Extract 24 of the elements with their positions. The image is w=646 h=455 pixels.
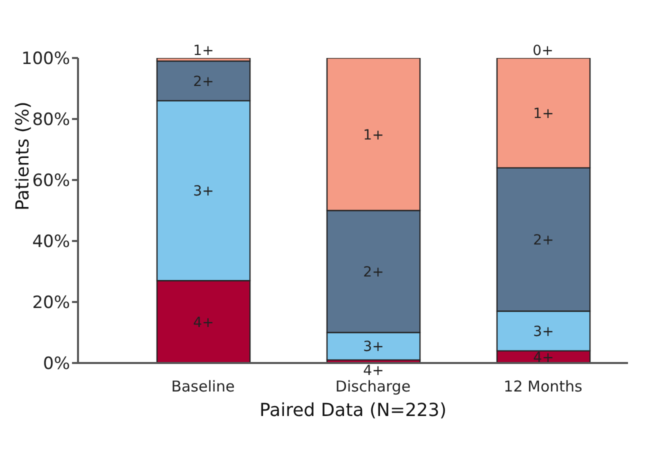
x-tick-label: Baseline (171, 378, 235, 396)
text: 2+ (533, 232, 554, 248)
y-tick-label: 0% (43, 354, 70, 374)
y-tick-label: 80% (32, 110, 70, 130)
y-tick-label: 20% (32, 293, 70, 314)
text: 3+ (193, 184, 214, 200)
series-label: 1+ (193, 43, 214, 59)
series-label: 2+ (193, 74, 214, 90)
x-tick-label: Discharge (335, 378, 411, 396)
x-tick-label: 12 Months (504, 378, 583, 396)
text: 1+ (363, 127, 384, 144)
y-tick-label: 100% (21, 49, 70, 70)
text: 1+ (533, 106, 554, 122)
y-tick-label: 40% (32, 232, 70, 252)
text: 4+ (533, 350, 554, 366)
y-tick-label: 60% (32, 171, 70, 192)
text: 3+ (533, 324, 554, 340)
x-axis-title: Paired Data (N=223) (260, 400, 446, 421)
series-label: 4+ (363, 363, 384, 379)
y-axis-title: Patients (%) (12, 102, 34, 210)
text: 0+ (532, 43, 554, 59)
text: 2+ (363, 264, 384, 280)
series-label: 3+ (363, 339, 384, 356)
text: 4+ (193, 314, 214, 331)
